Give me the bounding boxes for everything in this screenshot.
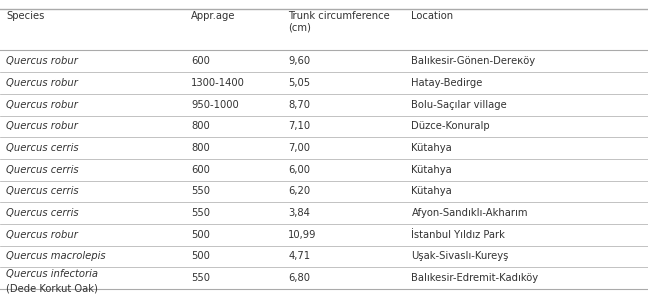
- Text: Afyon-Sandıklı-Akharım: Afyon-Sandıklı-Akharım: [411, 208, 528, 218]
- Text: Kütahya: Kütahya: [411, 143, 452, 153]
- Text: Kütahya: Kütahya: [411, 187, 452, 196]
- Text: Quercus robur: Quercus robur: [6, 78, 78, 88]
- Text: 500: 500: [191, 252, 210, 261]
- Text: Düzce-Konuralp: Düzce-Konuralp: [411, 121, 490, 131]
- Text: 800: 800: [191, 143, 210, 153]
- Text: Quercus macrolepis: Quercus macrolepis: [6, 252, 106, 261]
- Text: Trunk circumference
(cm): Trunk circumference (cm): [288, 11, 390, 32]
- Text: Quercus cerris: Quercus cerris: [6, 187, 79, 196]
- Text: Appr.age: Appr.age: [191, 11, 236, 21]
- Text: 550: 550: [191, 208, 210, 218]
- Text: 6,20: 6,20: [288, 187, 310, 196]
- Text: Uşak-Sivaslı-Kureyş: Uşak-Sivaslı-Kureyş: [411, 252, 509, 261]
- Text: 550: 550: [191, 187, 210, 196]
- Text: 6,80: 6,80: [288, 273, 310, 283]
- Text: 600: 600: [191, 56, 210, 66]
- Text: Balıkesir-Gönen-Derекöy: Balıkesir-Gönen-Derекöy: [411, 56, 536, 66]
- Text: 4,71: 4,71: [288, 252, 310, 261]
- Text: Quercus cerris: Quercus cerris: [6, 165, 79, 175]
- Text: 6,00: 6,00: [288, 165, 310, 175]
- Text: 7,00: 7,00: [288, 143, 310, 153]
- Text: 800: 800: [191, 121, 210, 131]
- Text: 3,84: 3,84: [288, 208, 310, 218]
- Text: (Dede Korkut Oak): (Dede Korkut Oak): [6, 283, 98, 293]
- Text: 550: 550: [191, 273, 210, 283]
- Text: Species: Species: [6, 11, 45, 21]
- Text: İstanbul Yıldız Park: İstanbul Yıldız Park: [411, 230, 505, 240]
- Text: 600: 600: [191, 165, 210, 175]
- Text: 5,05: 5,05: [288, 78, 310, 88]
- Text: 1300-1400: 1300-1400: [191, 78, 245, 88]
- Text: 9,60: 9,60: [288, 56, 310, 66]
- Text: Bolu-Saçılar village: Bolu-Saçılar village: [411, 100, 507, 110]
- Text: Quercus robur: Quercus robur: [6, 230, 78, 240]
- Text: 950-1000: 950-1000: [191, 100, 239, 110]
- Text: 7,10: 7,10: [288, 121, 310, 131]
- Text: Location: Location: [411, 11, 454, 21]
- Text: Kütahya: Kütahya: [411, 165, 452, 175]
- Text: Quercus robur: Quercus robur: [6, 100, 78, 110]
- Text: Quercus cerris: Quercus cerris: [6, 208, 79, 218]
- Text: Quercus cerris: Quercus cerris: [6, 143, 79, 153]
- Text: Quercus robur: Quercus robur: [6, 56, 78, 66]
- Text: Hatay-Bedirge: Hatay-Bedirge: [411, 78, 483, 88]
- Text: 10,99: 10,99: [288, 230, 317, 240]
- Text: 500: 500: [191, 230, 210, 240]
- Text: Balıkesir-Edremit-Kadıköy: Balıkesir-Edremit-Kadıköy: [411, 273, 538, 283]
- Text: Quercus infectoria: Quercus infectoria: [6, 269, 98, 279]
- Text: Quercus robur: Quercus robur: [6, 121, 78, 131]
- Text: 8,70: 8,70: [288, 100, 310, 110]
